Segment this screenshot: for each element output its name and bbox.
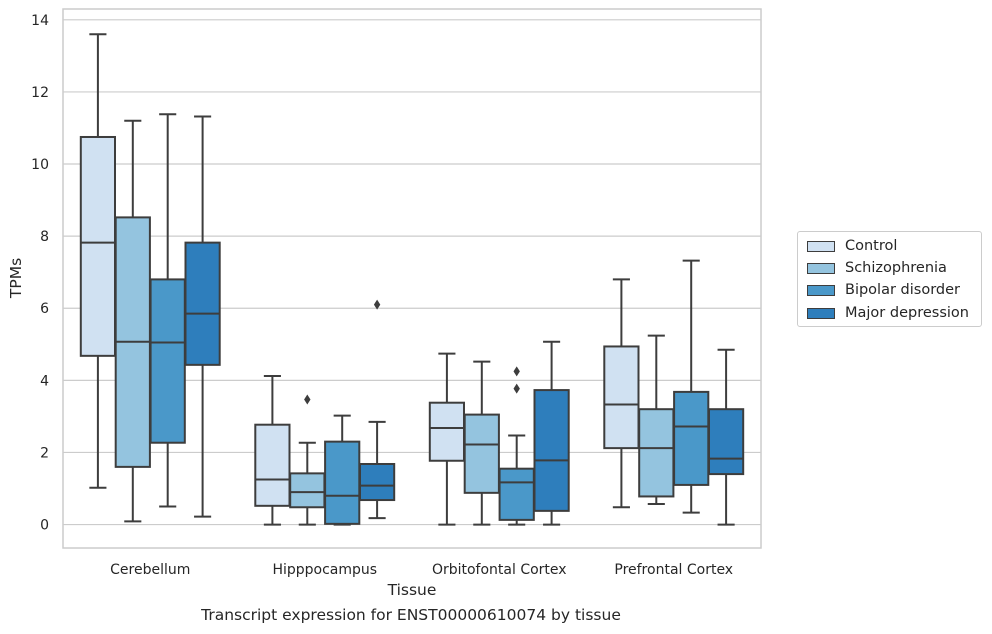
y-tick-label-2: 2 (40, 445, 49, 461)
legend-label-control: Control (845, 238, 898, 254)
box-3-2 (533, 340, 570, 526)
legend-item-major-depression: Major depression (807, 304, 969, 322)
x-tick-label-1: Hipppocampus (272, 562, 377, 578)
box-3-1 (358, 299, 396, 520)
outlier-point-0 (513, 383, 520, 394)
box-2-2 (498, 366, 535, 526)
box-0-1 (254, 375, 291, 526)
y-tick-label-14: 14 (31, 13, 49, 29)
box-3-3 (707, 348, 745, 526)
box-iqr (324, 440, 361, 525)
box-iqr (463, 413, 500, 494)
legend-swatch-major-depression (807, 307, 835, 319)
box-iqr (638, 408, 675, 498)
y-tick-label-12: 12 (31, 85, 49, 101)
legend-swatch-control (807, 240, 835, 252)
outlier-point-1 (513, 366, 520, 377)
box-1-2 (463, 360, 500, 526)
y-tick-label-4: 4 (40, 373, 49, 389)
x-axis-label: Tissue (387, 581, 437, 599)
legend-item-bipolar-disorder: Bipolar disorder (807, 281, 960, 299)
legend: Control Schizophrenia Bipolar disorder M… (797, 231, 982, 327)
x-tick-label-3: Prefrontal Cortex (614, 562, 733, 578)
legend-swatch-bipolar-disorder (807, 284, 835, 296)
x-tick-label-2: Orbitofontal Cortex (432, 562, 567, 578)
x-tick-label-0: Cerebellum (110, 562, 190, 578)
box-0-3 (603, 278, 640, 509)
box-2-3 (673, 259, 710, 514)
y-axis-label: TPMs (7, 258, 25, 299)
y-tick-label-10: 10 (31, 157, 49, 173)
x-tick-labels: Cerebellum Hipppocampus Orbitofontal Corte… (110, 562, 733, 578)
y-tick-label-8: 8 (40, 229, 49, 245)
box-iqr (184, 241, 221, 366)
box-iqr (428, 401, 466, 462)
box-iqr (254, 423, 291, 507)
box-iqr (533, 389, 570, 512)
box-iqr (149, 278, 186, 444)
box-1-1 (289, 394, 326, 526)
box-plots (79, 33, 745, 526)
legend-label-schizophrenia: Schizophrenia (845, 260, 947, 276)
box-iqr (707, 408, 745, 476)
legend-item-control: Control (807, 237, 897, 255)
plot-frame (62, 8, 762, 549)
box-iqr (603, 345, 640, 450)
chart-caption: Transcript expression for ENST0000061007… (201, 606, 621, 624)
legend-label-bipolar-disorder: Bipolar disorder (845, 282, 960, 298)
box-iqr (289, 472, 326, 509)
legend-swatch-schizophrenia (807, 262, 835, 274)
y-tick-labels: 0 2 4 6 8 10 12 14 (31, 13, 49, 534)
box-iqr (498, 467, 535, 521)
box-2-1 (324, 414, 361, 526)
legend-label-major-depression: Major depression (845, 305, 969, 321)
box-2-0 (149, 113, 186, 508)
outlier-point-0 (373, 299, 381, 310)
legend-item-schizophrenia: Schizophrenia (807, 259, 947, 277)
box-iqr (79, 135, 117, 357)
box-iqr (673, 390, 710, 486)
y-tick-label-0: 0 (40, 518, 49, 534)
outlier-point-0 (304, 394, 311, 405)
box-1-3 (638, 334, 675, 506)
y-tick-label-6: 6 (40, 301, 49, 317)
box-3-0 (184, 115, 221, 518)
box-1-0 (114, 119, 151, 523)
box-iqr (358, 462, 396, 502)
box-0-2 (428, 352, 466, 526)
box-0-0 (79, 33, 117, 489)
